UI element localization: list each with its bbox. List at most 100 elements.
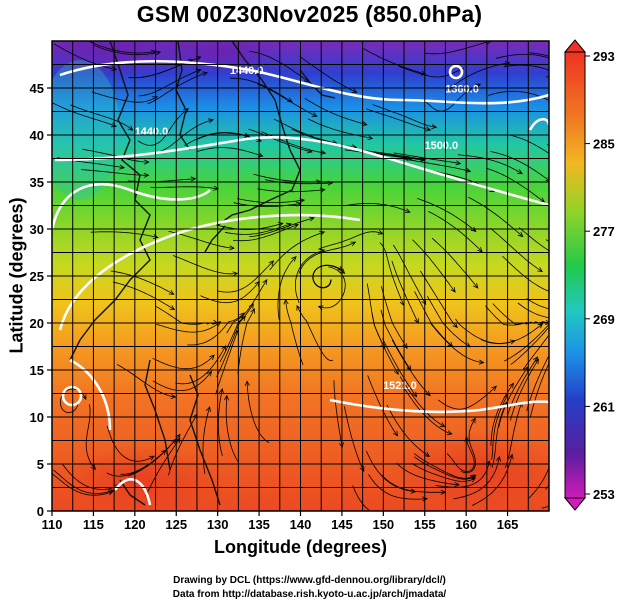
streamline (495, 54, 549, 59)
streamline (446, 436, 475, 472)
streamline-arrowhead (557, 59, 562, 63)
streamline-arrowhead (404, 208, 411, 213)
streamline (368, 474, 428, 500)
colorbar-top-arrow (563, 39, 587, 53)
streamline (136, 56, 201, 79)
streamline (502, 255, 549, 292)
streamline (312, 264, 343, 289)
streamline-arrowhead (213, 185, 220, 191)
x-tick-label: 160 (455, 517, 477, 532)
streamline-arrowhead (377, 229, 384, 235)
streamline-arrowhead (393, 430, 399, 437)
streamline (91, 91, 158, 103)
streamline (81, 169, 149, 176)
streamline-arrowhead (127, 125, 134, 131)
streamline-arrowhead (206, 406, 211, 412)
streamline-arrowhead (337, 265, 344, 271)
streamline (503, 64, 549, 71)
streamline (414, 291, 453, 347)
streamline (504, 402, 523, 469)
streamline-arrowhead (452, 322, 458, 329)
streamline-arrowhead (170, 393, 177, 399)
streamline-arrowhead (268, 260, 275, 266)
streamline (307, 118, 373, 139)
streamline (156, 321, 221, 333)
colorbar-tick-label: 285 (593, 137, 615, 152)
streamline-arrowhead (311, 112, 318, 117)
streamline (249, 50, 310, 83)
streamline-arrowhead (190, 176, 197, 182)
streamline (53, 43, 117, 70)
x-tick-label: 130 (207, 517, 229, 532)
streamline-arrowhead (586, 304, 591, 308)
streamline-arrowhead (491, 385, 497, 392)
streamline (145, 437, 181, 497)
streamline (261, 131, 326, 154)
streamline-arrowhead (169, 305, 176, 311)
streamline-arrowhead (223, 394, 230, 401)
streamline (236, 198, 305, 203)
y-axis-label: Latitude (degrees) (6, 197, 27, 354)
streamline-arrowhead (309, 216, 315, 222)
streamline (414, 453, 476, 479)
streamline-arrowhead (175, 437, 181, 444)
streamline-arrowhead (470, 477, 477, 483)
y-tick-label: 5 (37, 457, 44, 472)
streamline (392, 244, 427, 305)
streamline-arrowhead (470, 474, 477, 480)
streamline (343, 202, 411, 213)
y-tick-label: 20 (30, 316, 44, 331)
streamline (110, 270, 174, 295)
x-tick-label: 150 (372, 517, 394, 532)
streamline-arrowhead (143, 172, 150, 178)
streamline (526, 298, 549, 310)
streamline-arrowhead (350, 241, 357, 247)
streamline-arrowhead (229, 245, 235, 251)
streamline-arrowhead (119, 164, 126, 170)
streamline (285, 299, 304, 365)
streamline-arrowhead (239, 312, 245, 318)
streamline (417, 198, 477, 232)
map-title: GSM 00Z30Nov2025 (850.0hPa) (136, 1, 483, 27)
x-tick-label: 165 (497, 517, 519, 532)
streamline (460, 418, 476, 474)
streamline (344, 149, 412, 160)
streamline (522, 334, 549, 371)
streamline-arrowhead (454, 481, 460, 487)
streamline-arrowhead (509, 339, 516, 345)
streamline (526, 354, 549, 412)
streamline (53, 469, 114, 494)
streamline (412, 239, 456, 293)
streamline (425, 41, 492, 55)
streamline-arrowhead (470, 417, 476, 424)
x-tick-label: 135 (248, 517, 270, 532)
streamline-arrowhead (549, 354, 553, 359)
streamline (112, 281, 175, 310)
streamline-arrowhead (195, 68, 202, 74)
streamline (217, 260, 274, 293)
streamline (217, 388, 223, 456)
y-axis: 0 5 10 15 20 25 30 35 40 45 (30, 81, 52, 519)
streamline-arrowhead (496, 455, 501, 462)
y-tick-label: 30 (30, 222, 44, 237)
streamline-arrowhead (473, 283, 479, 289)
streamline-arrowhead (421, 299, 427, 306)
streamline-arrowhead (351, 88, 358, 93)
streamline (363, 48, 426, 75)
streamline (150, 186, 219, 190)
credit-dcl: Drawing by DCL (https://www.gfd-dennou.o… (173, 575, 446, 586)
contour-label: 1440.0 (135, 126, 169, 138)
streamline-arrowhead (143, 159, 150, 165)
streamline (453, 456, 500, 500)
streamline (490, 227, 543, 272)
y-tick-label: 10 (30, 410, 44, 425)
streamline (508, 134, 549, 154)
streamline (435, 461, 490, 488)
streamline-arrowhead (108, 489, 115, 494)
grid-lines (52, 41, 549, 511)
streamline (396, 462, 460, 486)
streamline (318, 231, 383, 250)
streamline (517, 302, 549, 319)
streamline (269, 231, 325, 271)
